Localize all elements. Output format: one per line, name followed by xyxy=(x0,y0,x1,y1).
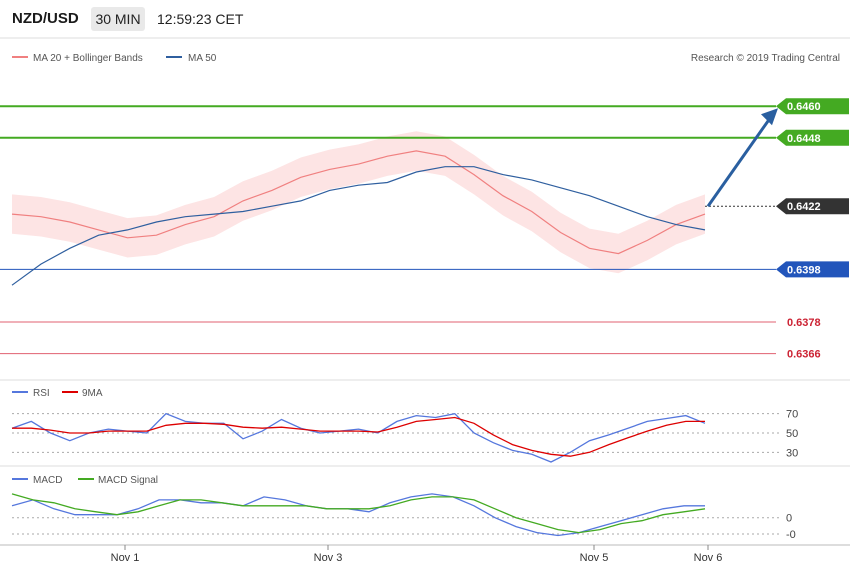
price-panel: 0.6460 0.6448 0.6422 0.6398 0.6378 0.6366 xyxy=(0,98,849,361)
macd-line xyxy=(11,493,705,537)
x-axis-date-label: Nov 3 xyxy=(314,552,343,564)
chart-time: 12:59:23 CET xyxy=(157,11,244,27)
macd-legend-label: MACD xyxy=(33,475,62,486)
bollinger-band-area xyxy=(12,131,705,274)
projection-arrow-head xyxy=(761,108,778,126)
x-axis-date-label: Nov 6 xyxy=(694,552,723,564)
price-level-label: 0.6448 xyxy=(787,133,821,145)
price-level-label: 0.6398 xyxy=(787,264,821,276)
copyright-text: Research © 2019 Trading Central xyxy=(691,53,840,64)
currency-pair: NZD/USD xyxy=(12,10,79,27)
price-level-tag-0-6398 xyxy=(776,261,849,278)
ma50-line xyxy=(11,166,706,286)
rsi-legend-label: RSI xyxy=(33,388,50,399)
price-level-label: 0.6422 xyxy=(787,201,821,213)
chart-header: NZD/USD 30 MIN 12:59:23 CET xyxy=(0,0,850,38)
price-level-tag-0-6460 xyxy=(776,98,849,115)
price-level-label: 0.6378 xyxy=(787,317,821,329)
rsi-tick-label: 50 xyxy=(786,428,798,440)
ma50-legend-label: MA 50 xyxy=(188,53,217,64)
price-level-tag-0-6448 xyxy=(776,129,849,146)
x-axis-date-label: Nov 5 xyxy=(580,552,609,564)
price-level-label: 0.6366 xyxy=(787,349,821,361)
rsi-tick-label: 30 xyxy=(786,447,798,459)
macd-signal-line xyxy=(11,493,706,534)
x-axis-labels: Nov 1 Nov 3 Nov 5 Nov 6 xyxy=(111,545,723,564)
rsi-panel: 70 50 30 xyxy=(11,409,798,463)
x-axis-date-label: Nov 1 xyxy=(111,552,140,564)
ma20-legend-label: MA 20 + Bollinger Bands xyxy=(33,53,143,64)
timeframe-button[interactable]: 30 MIN xyxy=(91,7,145,31)
price-level-tag-0-6422 xyxy=(776,198,849,215)
rsi-line xyxy=(11,412,706,463)
macd-signal-legend-label: MACD Signal xyxy=(98,475,158,486)
ma20-line xyxy=(11,150,706,255)
macd-panel: 0-0 xyxy=(11,493,796,541)
macd-tick-label: -0 xyxy=(786,529,796,541)
macd-legend: MACD MACD Signal xyxy=(12,475,158,486)
price-level-label: 0.6460 xyxy=(787,101,821,113)
rsi-legend: RSI 9MA xyxy=(12,388,103,399)
main-legend: MA 20 + Bollinger Bands MA 50 xyxy=(12,53,217,64)
projection-arrow-line xyxy=(706,117,772,208)
rsi9ma-legend-label: 9MA xyxy=(82,388,103,399)
rsi-tick-label: 70 xyxy=(786,409,798,421)
macd-tick-label: 0 xyxy=(786,513,792,525)
rsi-9ma-line xyxy=(12,416,705,457)
